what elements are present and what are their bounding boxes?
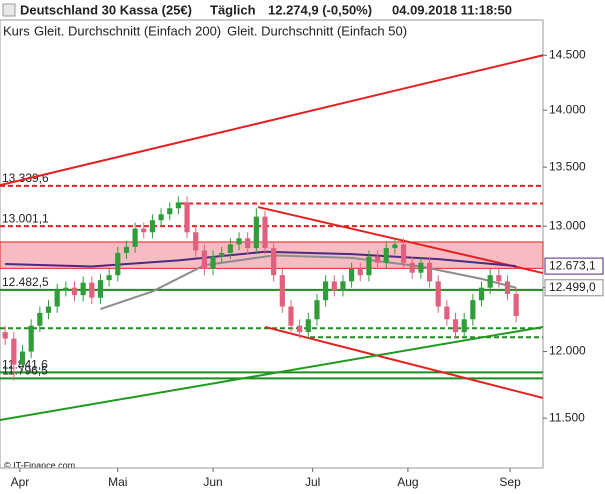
candle-body bbox=[340, 281, 346, 291]
candle-body bbox=[271, 248, 277, 276]
candle-body bbox=[2, 332, 8, 339]
candle-body bbox=[323, 281, 329, 301]
trendline bbox=[257, 206, 544, 275]
x-tick-label: Aug bbox=[397, 475, 418, 489]
candle-body bbox=[504, 281, 511, 294]
chart-title: Deutschland 30 Kassa (25€) bbox=[20, 2, 192, 17]
candle-body bbox=[452, 319, 459, 333]
legend-price: Kurs bbox=[3, 23, 30, 38]
x-tick-label: Apr bbox=[11, 475, 30, 489]
candle-body bbox=[28, 325, 34, 352]
last-value-box bbox=[544, 257, 604, 275]
candle-body bbox=[80, 282, 86, 296]
candle-body bbox=[71, 287, 78, 296]
timestamp: 04.09.2018 11:18:50 bbox=[392, 2, 512, 17]
candle-body bbox=[106, 275, 112, 281]
candle-body bbox=[400, 244, 407, 263]
candle-body bbox=[418, 262, 424, 273]
candle-body bbox=[253, 216, 259, 249]
candle-body bbox=[297, 325, 303, 333]
last-price: 12.274,9 (-0,50%) bbox=[268, 2, 372, 17]
candle-body bbox=[123, 246, 130, 253]
candle-body bbox=[288, 306, 294, 326]
candle-body bbox=[245, 238, 251, 249]
x-tick-label: Jul bbox=[305, 475, 320, 489]
candle-body bbox=[11, 338, 17, 365]
candle-body bbox=[366, 256, 372, 276]
candle-body bbox=[97, 280, 104, 298]
candle-body bbox=[314, 300, 320, 320]
candle-body bbox=[487, 275, 493, 288]
candle-body bbox=[478, 287, 485, 301]
candle-body bbox=[210, 256, 216, 269]
y-tick-label: 13.500 bbox=[549, 159, 586, 173]
candle-body bbox=[513, 293, 519, 317]
candle-body bbox=[409, 262, 415, 273]
y-tick-label: 13.000 bbox=[549, 218, 586, 232]
y-tick-label: 12.000 bbox=[549, 344, 586, 358]
level-label: 11.796,5 bbox=[2, 364, 48, 378]
candle-body bbox=[167, 208, 173, 215]
candle-body bbox=[426, 262, 433, 282]
x-tick-label: Sep bbox=[499, 475, 521, 489]
candle-body bbox=[158, 214, 164, 221]
candle-body bbox=[45, 306, 52, 313]
legend-entry: Gleit. Durchschnitt (Einfach 200) bbox=[34, 23, 221, 38]
trendline bbox=[0, 325, 544, 421]
y-tick-label: 14.000 bbox=[549, 102, 586, 116]
candle-body bbox=[193, 232, 199, 251]
y-tick-label: 14.500 bbox=[549, 47, 586, 61]
source: © IT-Finance.com bbox=[4, 460, 75, 470]
candle-body bbox=[37, 312, 43, 326]
candle-body bbox=[279, 275, 285, 307]
candle-body bbox=[89, 282, 95, 298]
level-label: 13.001,1 bbox=[2, 211, 49, 225]
candle-body bbox=[461, 319, 467, 333]
candle-body bbox=[444, 306, 450, 320]
last-value-label: 12.673,1 bbox=[549, 258, 596, 272]
candle-body bbox=[63, 287, 69, 291]
candle-body bbox=[383, 248, 389, 263]
last-value-box bbox=[544, 279, 604, 297]
trendline bbox=[264, 325, 544, 399]
candle-body bbox=[141, 228, 147, 233]
candle-body bbox=[149, 220, 156, 233]
x-tick-label: Jun bbox=[203, 475, 222, 489]
period: Täglich bbox=[210, 2, 256, 17]
candle-body bbox=[392, 244, 398, 249]
candle-body bbox=[331, 281, 337, 291]
candle-body bbox=[54, 290, 60, 307]
candle-body bbox=[349, 268, 355, 282]
trendline bbox=[0, 54, 544, 187]
candle-body bbox=[470, 300, 476, 320]
candle-body bbox=[132, 228, 138, 247]
level-label: 12.482,5 bbox=[2, 275, 49, 289]
candle-body bbox=[175, 202, 181, 209]
moving-average bbox=[100, 254, 517, 311]
candle-body bbox=[435, 281, 441, 307]
menu-icon[interactable] bbox=[2, 3, 16, 17]
y-tick-label: 11.500 bbox=[549, 410, 585, 424]
candle-body bbox=[496, 275, 502, 282]
candle-body bbox=[236, 238, 242, 245]
candle-body bbox=[219, 252, 225, 257]
candle-body bbox=[227, 244, 233, 253]
candle-body bbox=[357, 268, 363, 276]
candle-body bbox=[19, 351, 26, 365]
candle-body bbox=[184, 202, 190, 233]
x-tick-label: Mai bbox=[108, 475, 127, 489]
candle-body bbox=[115, 252, 121, 276]
candle-body bbox=[374, 256, 381, 263]
candle-body bbox=[201, 250, 207, 269]
candle-body bbox=[262, 216, 268, 249]
candle-body bbox=[305, 319, 311, 333]
legend-entry: Gleit. Durchschnitt (Einfach 50) bbox=[227, 23, 407, 38]
last-value-label: 12.499,0 bbox=[549, 280, 596, 294]
